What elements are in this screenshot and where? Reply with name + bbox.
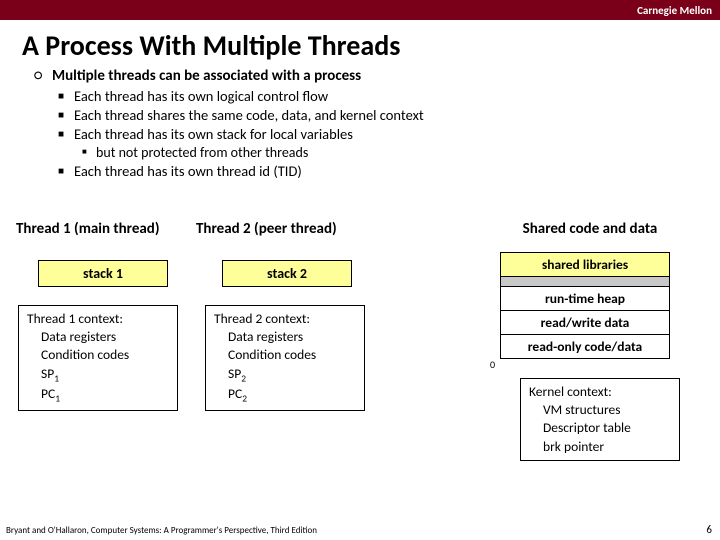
- ctx1-head: Thread 1 context:: [27, 310, 169, 328]
- bullet-l3a: but not protected from other threads: [96, 144, 308, 161]
- ctx-cc: Condition codes: [27, 346, 169, 364]
- ctx-dr: Data registers: [27, 328, 169, 346]
- k3: brk pointer: [529, 438, 671, 456]
- page-number: 6: [706, 523, 712, 536]
- ro-code: read-only code/data: [500, 334, 670, 359]
- ctx-sp1: SP1: [27, 365, 169, 385]
- shared-libs: shared libraries: [500, 252, 670, 276]
- bullet-icon: ■: [58, 87, 74, 105]
- bullet-icon: ■: [58, 106, 74, 124]
- kernel-head: Kernel context:: [529, 383, 671, 401]
- bullet-icon: ■: [58, 125, 74, 143]
- k2: Descriptor table: [529, 419, 671, 437]
- ctx2-head: Thread 2 context:: [214, 310, 356, 328]
- ctx-dr2: Data registers: [214, 328, 356, 346]
- bullet-icon: ○: [34, 67, 52, 85]
- stack1-box: stack 1: [38, 260, 168, 287]
- footer-citation: Bryant and O'Hallaron, Computer Systems:…: [6, 525, 317, 536]
- ctx-pc1: PC1: [27, 385, 169, 405]
- ctx-cc2: Condition codes: [214, 346, 356, 364]
- slide-title: A Process With Multiple Threads: [0, 20, 720, 67]
- kernel-context: Kernel context: VM structures Descriptor…: [520, 378, 680, 461]
- zero-label: 0: [490, 358, 495, 371]
- bullet-l2b: Each thread shares the same code, data, …: [74, 106, 424, 124]
- shared-memory-stack: shared libraries run-time heap read/writ…: [500, 252, 670, 359]
- k1: VM structures: [529, 401, 671, 419]
- diagram-area: Thread 1 (main thread) Thread 2 (peer th…: [0, 220, 720, 520]
- thread1-title: Thread 1 (main thread): [16, 220, 196, 238]
- bullet-list: ○Multiple threads can be associated with…: [0, 67, 720, 180]
- bullet-l2c: Each thread has its own stack for local …: [74, 125, 353, 143]
- ctx-pc2: PC2: [214, 385, 356, 405]
- brand-label: Carnegie Mellon: [637, 4, 712, 17]
- bullet-icon: ■: [58, 162, 74, 180]
- bullet-l2a: Each thread has its own logical control …: [74, 87, 328, 105]
- gap-row: [500, 276, 670, 286]
- shared-title: Shared code and data: [490, 220, 690, 238]
- bullet-l1: Multiple threads can be associated with …: [52, 67, 361, 85]
- ctx-sp2: SP2: [214, 365, 356, 385]
- stack2-box: stack 2: [222, 260, 352, 287]
- thread2-title: Thread 2 (peer thread): [196, 220, 376, 238]
- bullet-l2d: Each thread has its own thread id (TID): [74, 162, 302, 180]
- runtime-heap: run-time heap: [500, 286, 670, 310]
- header-bar: Carnegie Mellon: [0, 0, 720, 20]
- thread1-context: Thread 1 context: Data registers Conditi…: [18, 305, 178, 411]
- bullet-icon: ■: [82, 144, 96, 161]
- thread2-context: Thread 2 context: Data registers Conditi…: [205, 305, 365, 411]
- rw-data: read/write data: [500, 310, 670, 334]
